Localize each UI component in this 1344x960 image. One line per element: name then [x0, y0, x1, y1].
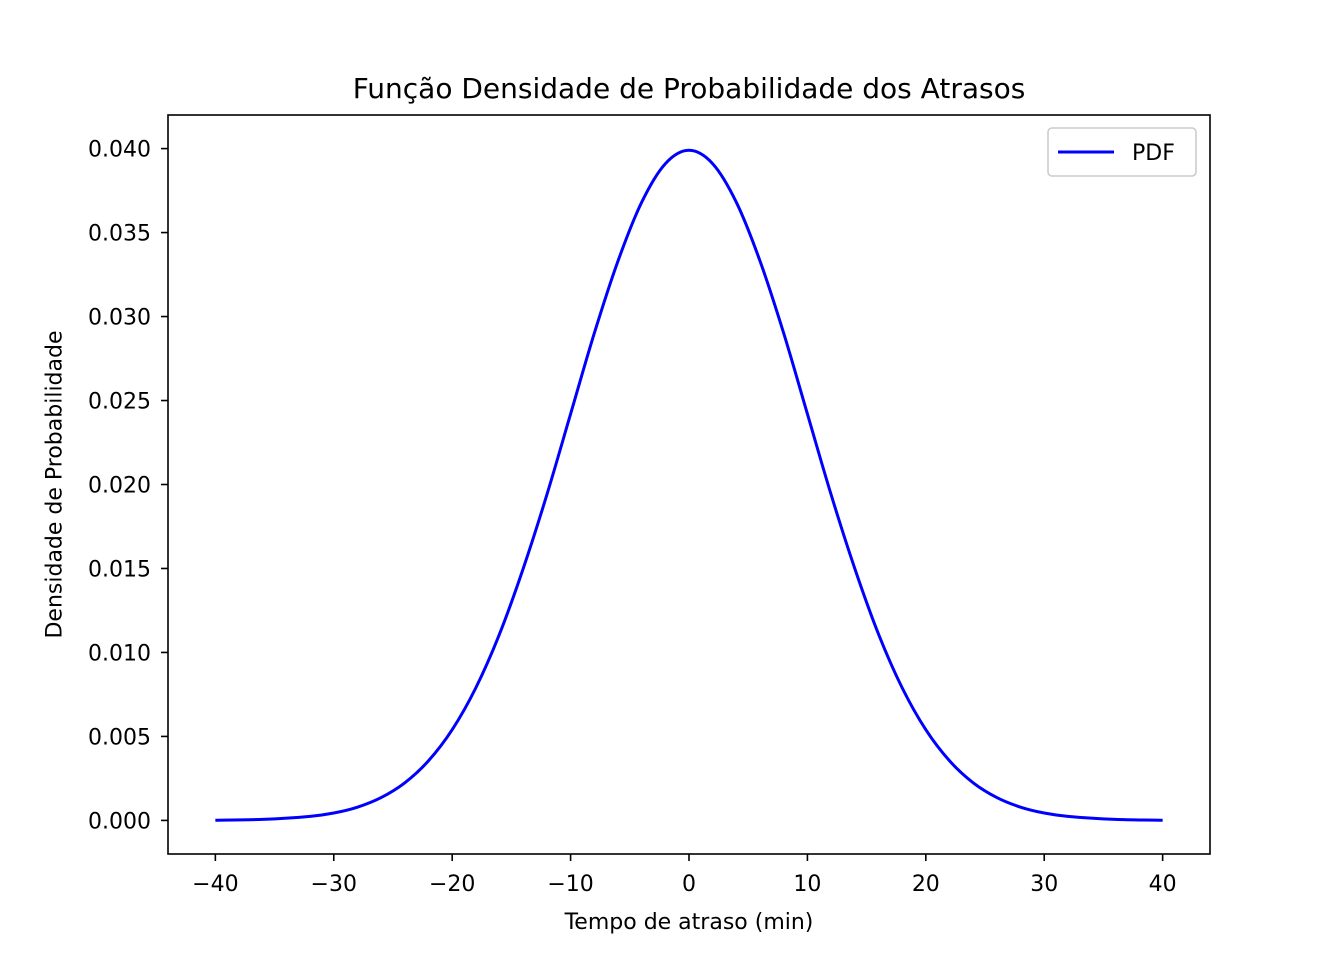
x-tick-label: 20: [912, 872, 940, 897]
y-tick-label: 0.015: [88, 557, 151, 582]
y-axis-label: Densidade de Probabilidade: [43, 330, 68, 638]
x-tick-label: −20: [429, 872, 475, 897]
x-tick-label: 10: [793, 872, 821, 897]
y-tick-label: 0.030: [88, 306, 151, 331]
y-axis-ticks: 0.000 0.005 0.010 0.015 0.020 0.025 0.030 0.035…: [88, 138, 168, 834]
plot-lines: [215, 148, 1163, 822]
x-axis-label: Tempo de atraso (min): [564, 910, 814, 935]
chart-title: Função Densidade de Probabilidade dos At…: [353, 72, 1026, 105]
x-tick-label: −30: [311, 872, 357, 897]
x-axis-ticks: −40 −30 −20 −10 0 10 20 30 40: [192, 854, 1177, 897]
y-tick-label: 0.025: [88, 390, 151, 415]
y-tick-label: 0.020: [88, 474, 151, 499]
y-tick-label: 0.000: [88, 809, 151, 834]
x-tick-label: −40: [192, 872, 238, 897]
y-tick-label: 0.040: [88, 138, 151, 163]
legend-label: PDF: [1132, 141, 1175, 166]
series-line-pdf: [215, 148, 1163, 822]
x-tick-label: −10: [547, 872, 593, 897]
legend-box: [1047, 127, 1197, 177]
x-tick-label: 0: [682, 872, 696, 897]
y-tick-label: 0.005: [88, 725, 151, 750]
legend: PDF: [1047, 127, 1197, 177]
y-tick-label: 0.035: [88, 222, 151, 247]
y-tick-label: 0.010: [88, 641, 151, 666]
x-tick-label: 30: [1030, 872, 1058, 897]
x-tick-label: 40: [1149, 872, 1177, 897]
axes-frame: [167, 114, 1211, 855]
